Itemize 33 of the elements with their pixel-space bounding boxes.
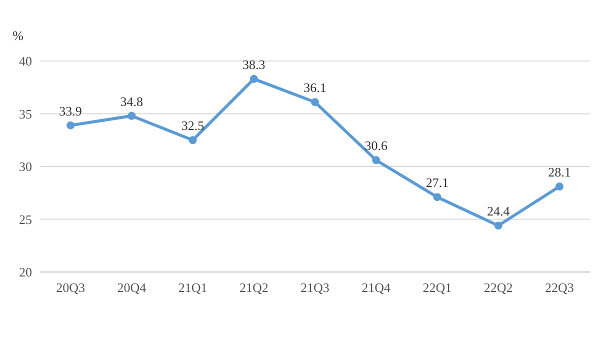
x-tick-label: 21Q4 [362, 280, 392, 295]
data-label: 36.1 [304, 80, 326, 96]
point [372, 156, 380, 164]
x-tick-label: 22Q1 [422, 280, 452, 295]
data-label: 30.6 [364, 138, 388, 154]
y-tick-label: 20 [19, 264, 32, 280]
y-tick-label: 30 [19, 159, 32, 174]
x-tick-label: 21Q3 [300, 280, 330, 295]
point [188, 136, 197, 144]
point [128, 112, 136, 120]
point [66, 121, 75, 130]
point [494, 222, 502, 230]
data-label: 24.4 [486, 204, 510, 219]
point [250, 74, 258, 83]
y-tick-label: 25 [19, 212, 32, 227]
data-label: 33.9 [59, 103, 82, 118]
x-tick-label: 22Q3 [545, 280, 574, 295]
x-tick-label: 21Q2 [239, 280, 268, 295]
x-tick-label: 20Q3 [56, 280, 85, 295]
data-label: 28.1 [548, 164, 571, 180]
data-label: 34.8 [120, 94, 144, 109]
data-label: 38.3 [242, 56, 266, 72]
data-label: 32.5 [181, 118, 204, 134]
point [433, 193, 442, 202]
x-tick-label: 20Q4 [117, 280, 147, 295]
y-axis-title: % [12, 28, 24, 43]
x-tick-label: 21Q1 [178, 280, 208, 295]
point [555, 182, 564, 191]
data-label: 27.1 [426, 175, 449, 190]
y-tick-label: 35 [19, 106, 32, 122]
y-tick-label: 40 [19, 54, 32, 69]
x-tick-label: 22Q2 [484, 280, 513, 295]
point [311, 98, 319, 106]
